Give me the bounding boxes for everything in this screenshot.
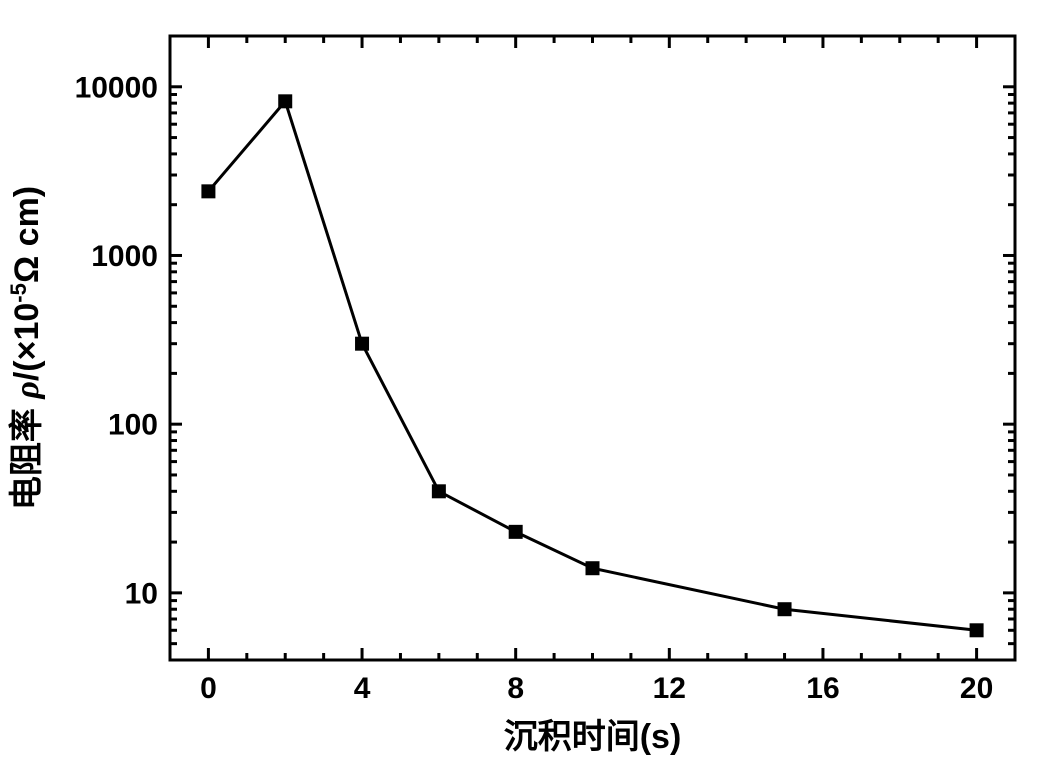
x-tick-label: 8 xyxy=(507,672,524,705)
y-axis-label: 电阻率 ρ/(×10-5Ω cm) xyxy=(6,186,47,510)
x-axis-label: 沉积时间(s) xyxy=(504,718,682,756)
series-marker xyxy=(586,561,600,575)
series-marker xyxy=(432,484,446,498)
y-tick-label: 100 xyxy=(108,409,158,442)
series-marker xyxy=(509,525,523,539)
x-tick-label: 16 xyxy=(806,672,839,705)
x-tick-label: 4 xyxy=(354,672,371,705)
y-tick-label: 10000 xyxy=(75,71,158,104)
series-marker xyxy=(970,623,984,637)
x-tick-label: 20 xyxy=(960,672,993,705)
series-marker xyxy=(278,94,292,108)
x-tick-label: 12 xyxy=(653,672,686,705)
chart-container: 0 4 8 12 16 20 10 100 1000 10000 沉积时间(s) 电阻率 ρ/(×10… xyxy=(0,0,1057,774)
series-marker xyxy=(201,184,215,198)
y-tick-label: 10 xyxy=(125,577,158,610)
chart-svg: 0 4 8 12 16 20 10 100 1000 10000 沉积时间(s) 电阻率 ρ/(×10… xyxy=(0,0,1057,774)
y-tick-label: 1000 xyxy=(91,240,158,273)
x-tick-label: 0 xyxy=(200,672,217,705)
series-marker xyxy=(778,602,792,616)
series-marker xyxy=(355,337,369,351)
